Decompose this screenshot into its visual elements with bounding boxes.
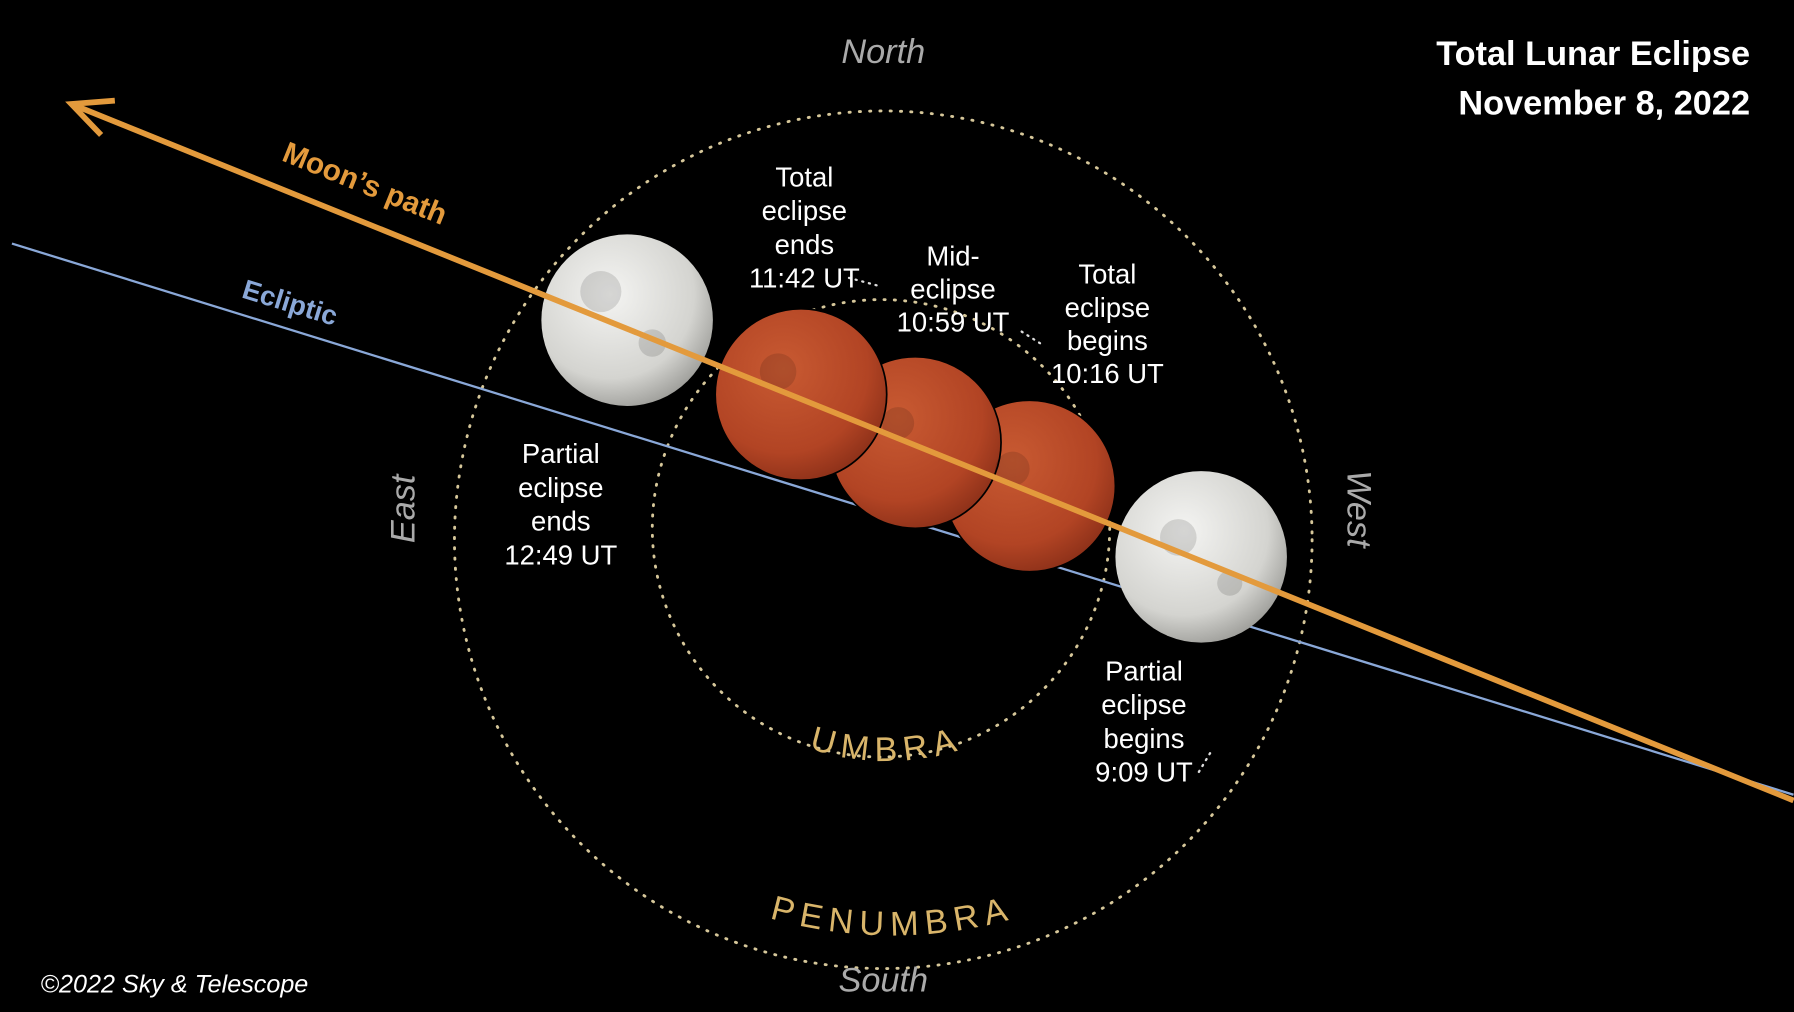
west-label: West bbox=[1340, 470, 1378, 549]
event-label-line: begins bbox=[1104, 723, 1185, 754]
moon-white bbox=[541, 234, 713, 406]
north-label: North bbox=[841, 33, 925, 71]
event-label-line: Total bbox=[1078, 259, 1136, 290]
event-label-line: 10:59 UT bbox=[897, 307, 1010, 338]
south-label: South bbox=[838, 961, 928, 999]
moon-white bbox=[1115, 471, 1287, 643]
event-label-line: 9:09 UT bbox=[1095, 757, 1193, 788]
event-label-line: Mid- bbox=[926, 240, 979, 271]
event-label-line: 12:49 UT bbox=[504, 539, 617, 570]
event-label-line: 10:16 UT bbox=[1051, 358, 1164, 389]
event-label-line: eclipse bbox=[910, 273, 995, 304]
event-label-line: begins bbox=[1067, 325, 1148, 356]
event-label-line: eclipse bbox=[1065, 292, 1150, 323]
moon-red bbox=[715, 309, 887, 481]
event-label-line: Partial bbox=[1105, 655, 1183, 686]
event-label-line: eclipse bbox=[1101, 689, 1186, 720]
title-line: November 8, 2022 bbox=[1458, 84, 1750, 122]
title-line: Total Lunar Eclipse bbox=[1436, 35, 1750, 73]
event-label-line: Total bbox=[775, 161, 833, 192]
credit: ©2022 Sky & Telescope bbox=[41, 971, 309, 999]
east-label: East bbox=[384, 473, 422, 543]
page: Total Lunar Eclipse November 8, 2022 Nor… bbox=[0, 0, 1794, 1012]
event-label-line: 11:42 UT bbox=[749, 263, 860, 294]
event-label-line: ends bbox=[531, 506, 591, 537]
event-label-line: ends bbox=[775, 229, 835, 260]
event-label-line: eclipse bbox=[518, 472, 603, 503]
eclipse-diagram: Total Lunar Eclipse November 8, 2022 Nor… bbox=[0, 0, 1794, 1012]
event-label-line: Partial bbox=[522, 438, 600, 469]
event-label-line: eclipse bbox=[762, 195, 847, 226]
